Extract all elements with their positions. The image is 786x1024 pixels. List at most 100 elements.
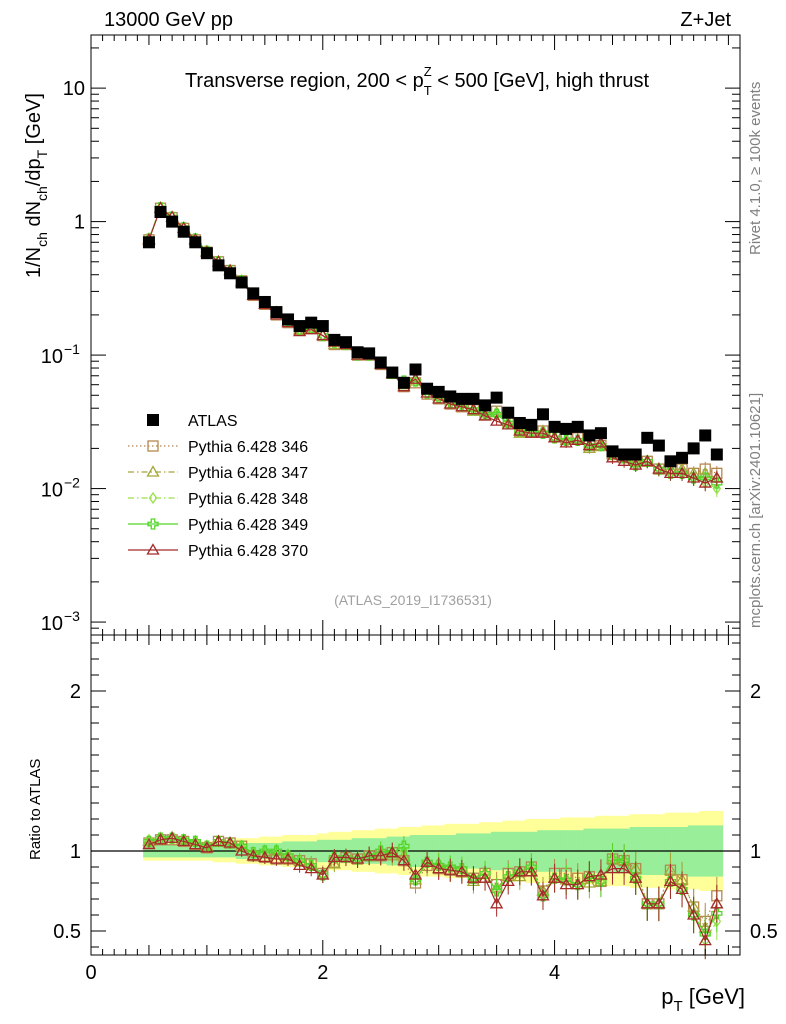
data-point (397, 376, 410, 389)
ratio-point (606, 853, 619, 865)
ratio-point (675, 882, 689, 895)
ratio-point (247, 846, 259, 859)
ratio-point (327, 857, 342, 869)
ratio-point (432, 861, 446, 874)
data-point (305, 316, 318, 329)
ratio-point (143, 835, 155, 848)
ratio-point (629, 871, 643, 883)
data-point (571, 420, 584, 433)
data-point (513, 424, 527, 436)
legend-marker (147, 518, 159, 530)
legend-label: Pythia 6.428 346 (188, 439, 308, 456)
data-point (466, 402, 481, 415)
y-axis-label: 1/Nch dNch/dpT [GeV] (23, 93, 50, 278)
ratio-y-axis-label: Ratio to ATLAS (27, 759, 44, 860)
ratio-point (269, 852, 284, 864)
ratio-point (235, 844, 249, 856)
ratio-point (142, 837, 156, 850)
ratio-point (443, 863, 457, 875)
ratio-point (490, 885, 503, 897)
legend-marker (147, 440, 159, 452)
legend-label: ATLAS (188, 413, 238, 430)
data-point (687, 471, 701, 483)
ratio-point (246, 849, 260, 861)
data-point (618, 448, 631, 461)
legend-marker (147, 414, 159, 426)
data-point (409, 363, 422, 376)
ratio-point (489, 897, 504, 909)
ratio-point (594, 868, 608, 880)
ratio-plot: 0.5 0.5 1 1 2 2 0 2 4 Ratio to ATLAS pT [GeV] (27, 634, 778, 1015)
ratio-point (189, 835, 201, 848)
ratio-point (305, 859, 317, 872)
series-atlas (142, 206, 723, 468)
legend-marker (146, 543, 160, 555)
ratio-point (200, 841, 214, 853)
data-point (374, 356, 387, 369)
data-point (409, 375, 422, 387)
data-point (664, 455, 677, 468)
data-point (652, 439, 665, 452)
header-left: 13000 GeV pp (104, 9, 233, 31)
legend-label: Pythia 6.428 348 (188, 491, 308, 508)
ratio-point (375, 845, 387, 857)
ratio-point (258, 850, 272, 863)
ratio-point (617, 861, 631, 874)
data-point (548, 420, 561, 433)
data-point (479, 399, 492, 412)
ratio-y-tick-label-right: 1 (750, 841, 761, 863)
data-point (270, 306, 283, 319)
ratio-point (524, 865, 539, 877)
ratio-point (408, 868, 423, 880)
data-point (594, 427, 607, 440)
data-point (166, 215, 179, 228)
ratio-point (711, 907, 723, 920)
data-point (710, 471, 724, 483)
data-point (293, 320, 306, 333)
data-point (675, 466, 689, 479)
data-point (421, 382, 434, 395)
ratio-point (687, 908, 701, 920)
title-sup: Z (424, 64, 432, 79)
data-point (316, 320, 329, 333)
legend-marker (146, 465, 160, 477)
x-tick-label: 2 (317, 962, 328, 984)
data-point (432, 392, 446, 404)
data-point (316, 328, 330, 341)
y-tick-label: 1 (74, 212, 85, 234)
data-point (571, 433, 585, 445)
data-point (629, 458, 643, 470)
data-point (525, 418, 538, 431)
ratio-point (281, 852, 295, 864)
legend: ATLAS Pythia 6.428 346 Pythia 6.428 347 Pyt… (128, 413, 308, 560)
data-point (687, 442, 700, 455)
title-main: Transverse region, 200 < p (185, 70, 424, 92)
data-point (467, 392, 480, 405)
ratio-point (188, 837, 202, 850)
ratio-point (640, 897, 654, 909)
data-point (524, 426, 539, 438)
ratio-point (282, 850, 294, 862)
data-point (617, 454, 631, 466)
data-point (455, 392, 468, 405)
ratio-line (148, 837, 718, 943)
ratio-y-tick-label-right: 0.5 (750, 921, 778, 943)
ratio-y-tick-label-right: 2 (750, 681, 761, 703)
plot-title: Transverse region, 200 < pTZ < 500 [GeV]… (185, 64, 650, 98)
data-point (200, 247, 213, 260)
ratio-point (501, 874, 515, 887)
data-point (177, 225, 190, 238)
series-line (148, 206, 718, 479)
data-point (443, 397, 457, 409)
data-point (513, 416, 526, 429)
data-point (189, 236, 202, 249)
ratio-point (536, 889, 550, 901)
data-point (594, 436, 608, 448)
header-right: Z+Jet (680, 9, 731, 31)
ratio-point (502, 870, 514, 883)
ratio-point (292, 858, 307, 871)
ratio-point (177, 834, 191, 847)
y-tick-exponent: −1 (64, 341, 80, 357)
